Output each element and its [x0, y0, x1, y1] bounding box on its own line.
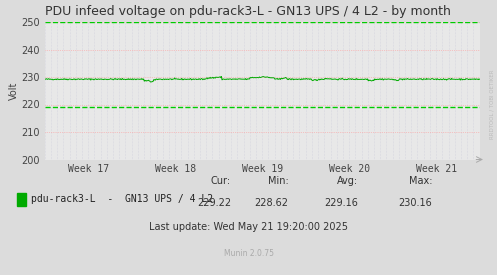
Text: PDU infeed voltage on pdu-rack3-L - GN13 UPS / 4 L2 - by month: PDU infeed voltage on pdu-rack3-L - GN13…: [45, 5, 451, 18]
Text: 229.22: 229.22: [197, 199, 231, 208]
Text: Max:: Max:: [409, 177, 432, 186]
Text: 230.16: 230.16: [399, 199, 432, 208]
Text: 229.16: 229.16: [324, 199, 358, 208]
Text: Last update: Wed May 21 19:20:00 2025: Last update: Wed May 21 19:20:00 2025: [149, 222, 348, 232]
Text: Min:: Min:: [267, 177, 288, 186]
Text: 228.62: 228.62: [254, 199, 288, 208]
Text: RRDTOOL / TOBI OETIKER: RRDTOOL / TOBI OETIKER: [490, 70, 495, 139]
Y-axis label: Volt: Volt: [8, 82, 18, 100]
Text: Munin 2.0.75: Munin 2.0.75: [224, 249, 273, 257]
Text: Avg:: Avg:: [336, 177, 358, 186]
Text: pdu-rack3-L  -  GN13 UPS / 4 L2: pdu-rack3-L - GN13 UPS / 4 L2: [31, 194, 213, 204]
Text: Cur:: Cur:: [211, 177, 231, 186]
